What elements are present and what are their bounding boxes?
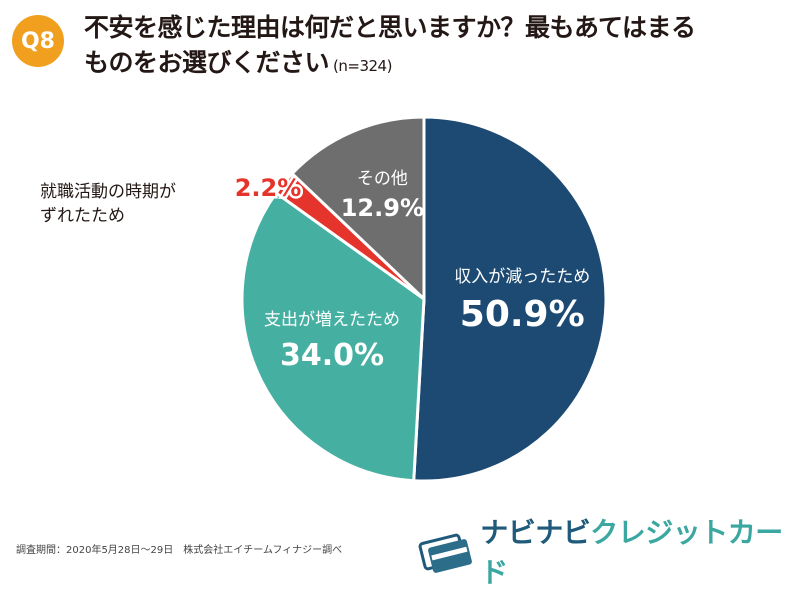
title-line-2: ものをお選びください	[84, 48, 330, 77]
outside-label-line-2: ずれたため	[40, 206, 125, 226]
slice-value-label-2: 2.2%	[235, 174, 302, 202]
title-line-1: 不安を感じた理由は何だと思いますか？最もあてはまる	[84, 13, 696, 42]
slice-value-label-0: 50.9%	[460, 294, 585, 335]
pie-slice-3	[289, 115, 426, 303]
page-title: 不安を感じた理由は何だと思いますか？最もあてはまる ものをお選びください (n=3…	[84, 10, 796, 84]
credit-card-icon	[418, 533, 472, 573]
slice-name-label-0: 収入が減ったため	[454, 267, 590, 287]
slice-value-label-3: 12.9%	[341, 194, 424, 222]
question-badge: Q8	[12, 15, 64, 67]
pie-slice-0	[412, 115, 608, 483]
brand-logo-text-a: ナビナビ	[480, 516, 591, 549]
slice-name-label-1: 支出が増えたため	[264, 310, 400, 330]
slice-label-outside: 就職活動の時期が ずれたため	[40, 180, 176, 228]
pie-slice-1	[240, 190, 426, 483]
survey-source-note: 調査期間：2020年5月28日〜29日 株式会社エイチームフィナジー調べ	[16, 545, 343, 556]
brand-logo-text: ナビナビクレジットカード	[480, 511, 800, 591]
brand-logo-text-b: クレジットカード	[480, 516, 783, 589]
slice-value-label-1: 34.0%	[280, 338, 384, 373]
slice-name-label-3: その他	[357, 169, 408, 189]
brand-logo[interactable]: ナビナビクレジットカード	[418, 516, 800, 589]
outside-label-line-1: 就職活動の時期が	[40, 182, 176, 202]
sample-size: (n=324)	[333, 57, 392, 75]
